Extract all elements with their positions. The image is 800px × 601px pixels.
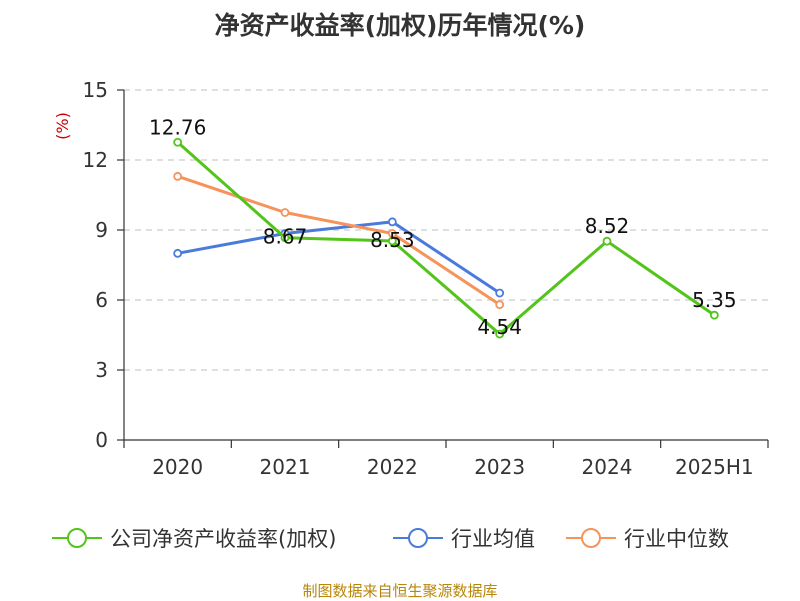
- data-label-2023: 4.54: [477, 315, 522, 339]
- series-point-0-2020[interactable]: [173, 137, 183, 147]
- data-label-2021: 8.67: [263, 225, 308, 249]
- legend-item-industry-median[interactable]: 行业中位数: [566, 518, 729, 558]
- chart-title: 净资产收益率(加权)历年情况(%): [214, 11, 586, 40]
- series-point-1-2023[interactable]: [495, 288, 505, 298]
- series-line-1: [177, 220, 501, 295]
- series-point-0-2023[interactable]: [495, 329, 505, 339]
- series-point-2-2021[interactable]: [280, 208, 290, 217]
- y-axis-unit-label: (%): [53, 112, 72, 140]
- data-label-2025H1: 5.35: [692, 288, 737, 312]
- y-tick-label-0: 0: [95, 428, 108, 452]
- y-tick-label-15: 15: [83, 78, 108, 102]
- series-point-0-2024[interactable]: [602, 236, 612, 246]
- legend-line-marker-industry-median: [566, 528, 616, 548]
- legend-label-industry-mean: 行业均值: [451, 527, 535, 551]
- x-tick-label-2021: 2021: [260, 455, 311, 479]
- series-point-0-2021[interactable]: [280, 233, 290, 243]
- grid-layer: [124, 89, 768, 371]
- series-line-0: [176, 141, 716, 336]
- y-tick-label-6: 6: [95, 288, 108, 312]
- x-tick-label-2022: 2022: [367, 455, 418, 479]
- y-tick-label-9: 9: [95, 218, 108, 242]
- footer-source: 制图数据来自恒生聚源数据库: [302, 582, 498, 600]
- series-point-2-2023[interactable]: [495, 300, 505, 310]
- legend-line-marker-company: [52, 528, 102, 548]
- legend-item-industry-mean[interactable]: 行业均值: [393, 518, 535, 558]
- data-label-2024: 8.52: [585, 214, 630, 238]
- axis-layer: 0 3 6 9 12 15 2020 2021 2022 2023 2024 2025H1 (%): [53, 78, 769, 479]
- y-tick-label-3: 3: [95, 358, 108, 382]
- y-tick-label-12: 12: [83, 148, 108, 172]
- series-point-2-2020[interactable]: [173, 171, 183, 181]
- series-point-1-2022[interactable]: [387, 217, 397, 227]
- x-tick-label-2025H1: 2025H1: [675, 455, 754, 479]
- legend: 公司净资产收益率(加权) 行业均值 行业中位数: [0, 518, 800, 558]
- series-line-2: [177, 174, 501, 306]
- data-label-2020: 12.76: [149, 115, 206, 139]
- legend-line-marker-industry-mean: [393, 528, 443, 548]
- x-tick-label-2020: 2020: [152, 455, 203, 479]
- series-point-0-2025H1[interactable]: [709, 310, 719, 320]
- x-tick-label-2024: 2024: [582, 455, 633, 479]
- legend-label-company: 公司净资产收益率(加权): [110, 527, 337, 551]
- series-point-1-2020[interactable]: [173, 248, 183, 258]
- data-label-2022: 8.53: [370, 228, 415, 252]
- series-layer: [173, 137, 719, 339]
- label-layer: 12.76 8.67 8.53 4.54 8.52 5.35: [149, 115, 737, 339]
- legend-label-industry-median: 行业中位数: [624, 527, 729, 551]
- legend-item-company[interactable]: 公司净资产收益率(加权): [52, 518, 336, 558]
- x-tick-label-2023: 2023: [474, 455, 525, 479]
- series-point-0-2022[interactable]: [387, 236, 397, 246]
